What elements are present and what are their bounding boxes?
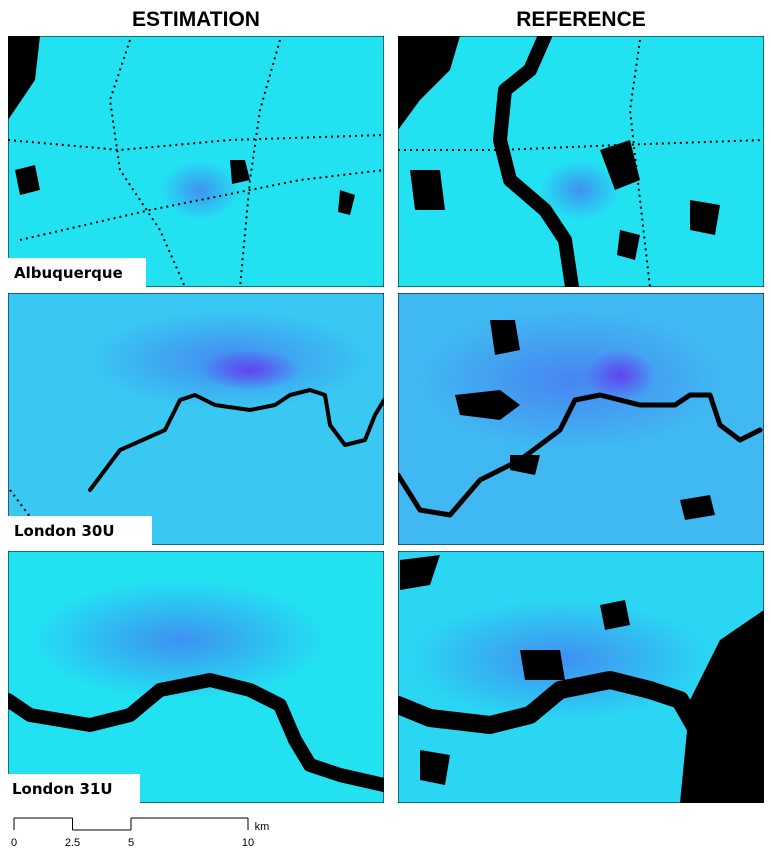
scale-label: 2.5: [65, 837, 80, 849]
map-panel: [398, 551, 764, 803]
figure: ESTIMATION REFERENCE: [0, 0, 771, 849]
scale-label: 5: [128, 837, 134, 849]
map-panel: [398, 293, 764, 545]
column-header: ESTIMATION: [132, 8, 260, 31]
row-label: London 30U: [14, 522, 115, 540]
row-label: Albuquerque: [14, 264, 123, 282]
scale-unit: km: [255, 821, 270, 833]
column-header: REFERENCE: [516, 8, 646, 31]
map-panel: [8, 36, 384, 287]
map-panel: [398, 36, 764, 287]
scale-label: 0: [11, 837, 17, 849]
map-panel: [8, 293, 384, 545]
row-label: London 31U: [12, 780, 113, 798]
map-panel: [8, 551, 384, 803]
scale-label: 10: [242, 837, 254, 849]
